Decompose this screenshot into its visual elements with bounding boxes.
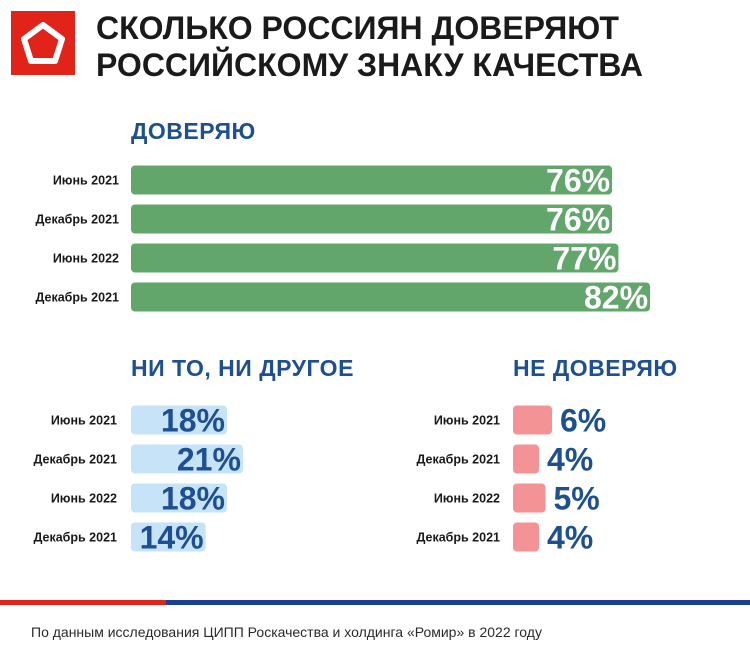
neutral-bar bbox=[131, 483, 227, 513]
footer-divider-blue bbox=[166, 600, 750, 605]
trust-bar bbox=[131, 243, 619, 273]
distrust-bar bbox=[513, 522, 539, 552]
title-line-2: РОССИЙСКОМУ ЗНАКУ КАЧЕСТВА bbox=[96, 47, 643, 83]
trust-category-label: Декабрь 2021 bbox=[35, 291, 119, 305]
distrust-value-label: 4% bbox=[547, 520, 593, 556]
distrust-value-label: 6% bbox=[560, 403, 606, 439]
distrust-bar bbox=[513, 483, 546, 513]
trust-category-label: Июнь 2022 bbox=[53, 252, 119, 266]
footer-divider-red bbox=[0, 600, 166, 605]
neutral-value-label: 18% bbox=[161, 481, 225, 517]
trust-category-label: Декабрь 2021 bbox=[35, 213, 119, 227]
trust-bar bbox=[131, 204, 613, 234]
trust-category-label: Июнь 2021 bbox=[53, 174, 119, 188]
neutral-category-label: Июнь 2021 bbox=[51, 414, 117, 428]
source-note: По данным исследования ЦИПП Роскачества … bbox=[31, 624, 542, 640]
distrust-bar bbox=[513, 405, 552, 435]
distrust-category-label: Июнь 2022 bbox=[434, 492, 500, 506]
neutral-bar bbox=[131, 522, 206, 552]
distrust-value-label: 5% bbox=[554, 481, 600, 517]
trust-chart: Июнь 2021 76% Декабрь 2021 76% Июнь 2022 77% Д… bbox=[33, 163, 651, 556]
neutral-category-label: Декабрь 2021 bbox=[33, 531, 117, 545]
distrust-category-label: Декабрь 2021 bbox=[416, 453, 500, 467]
trust-value-label: 82% bbox=[584, 280, 648, 316]
page-title: СКОЛЬКО РОССИЯН ДОВЕРЯЮТ РОССИЙСКОМУ ЗНА… bbox=[96, 10, 643, 84]
neutral-bar bbox=[131, 405, 227, 435]
trust-value-label: 77% bbox=[552, 241, 616, 277]
neutral-value-label: 21% bbox=[177, 442, 241, 478]
neutral-category-label: Июнь 2022 bbox=[51, 492, 117, 506]
roskachestvo-logo-icon bbox=[11, 11, 75, 75]
distrust-category-label: Июнь 2021 bbox=[434, 414, 500, 428]
section-title-distrust: НЕ ДОВЕРЯЮ bbox=[513, 355, 678, 381]
trust-bar bbox=[131, 282, 651, 312]
neutral-category-label: Декабрь 2021 bbox=[33, 453, 117, 467]
distrust-value-label: 4% bbox=[547, 442, 593, 478]
section-title-trust: ДОВЕРЯЮ bbox=[131, 118, 256, 144]
trust-bar bbox=[131, 165, 613, 195]
distrust-category-label: Декабрь 2021 bbox=[416, 531, 500, 545]
distrust-bar bbox=[513, 444, 539, 474]
section-title-neutral: НИ ТО, НИ ДРУГОЕ bbox=[131, 355, 354, 381]
trust-value-label: 76% bbox=[546, 163, 610, 199]
title-line-1: СКОЛЬКО РОССИЯН ДОВЕРЯЮТ bbox=[96, 10, 619, 46]
trust-value-label: 76% bbox=[546, 202, 610, 238]
neutral-bar bbox=[131, 444, 243, 474]
neutral-value-label: 18% bbox=[161, 403, 225, 439]
neutral-value-label: 14% bbox=[140, 520, 204, 556]
